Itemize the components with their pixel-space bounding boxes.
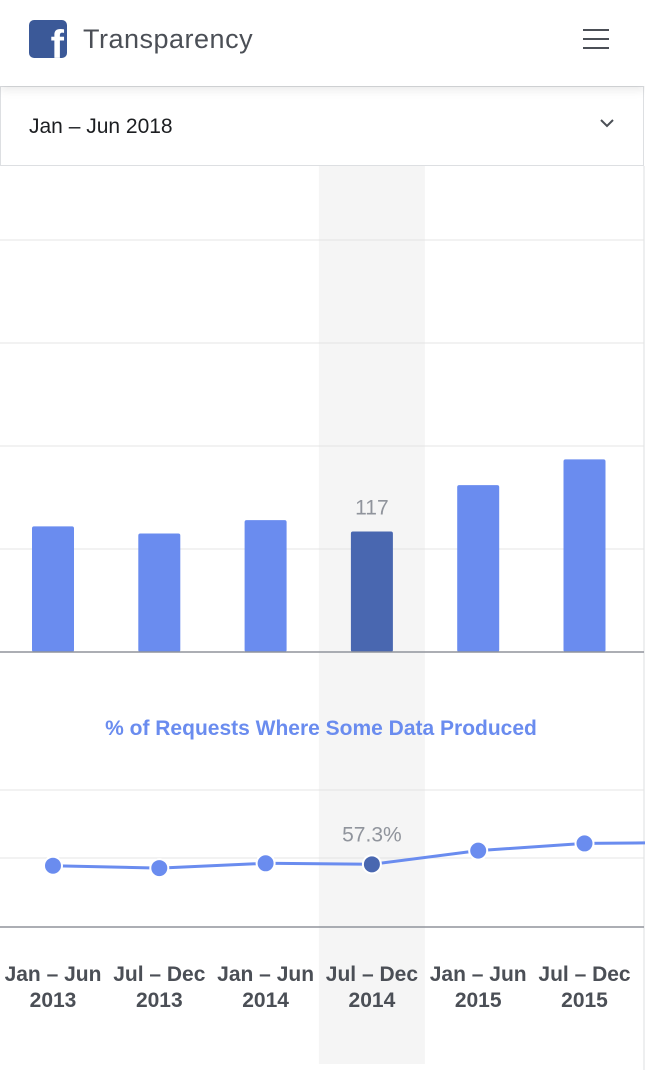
- x-tick-label-year: 2014: [349, 989, 396, 1012]
- bar[interactable]: [244, 520, 287, 652]
- bar[interactable]: [563, 459, 606, 652]
- line-value-label: 57.3%: [342, 823, 402, 846]
- x-tick-label-year: 2014: [242, 989, 289, 1012]
- period-selector[interactable]: Jan – Jun 2018: [0, 86, 644, 166]
- x-tick-label: Jul – Dec: [538, 963, 631, 986]
- line-point[interactable]: [149, 858, 170, 879]
- line-point[interactable]: [574, 833, 595, 854]
- facebook-logo-icon[interactable]: f: [29, 20, 67, 58]
- line-chart-title: % of Requests Where Some Data Produced: [105, 717, 537, 740]
- bar[interactable]: [138, 533, 181, 652]
- x-tick-label-year: 2015: [561, 989, 608, 1012]
- x-tick-label: Jul – Dec: [326, 963, 419, 986]
- x-tick-label: Jan – Jun: [430, 963, 527, 986]
- x-tick-label-year: 2013: [30, 989, 77, 1012]
- x-tick-label-year: 2013: [136, 989, 183, 1012]
- app-header: f Transparency: [0, 0, 645, 86]
- line-point[interactable]: [43, 855, 63, 876]
- facebook-logo-glyph: f: [50, 23, 64, 58]
- chevron-down-icon: [600, 119, 614, 128]
- line-point[interactable]: [468, 840, 489, 861]
- x-tick-label: Jan – Jun: [217, 963, 314, 986]
- line-point[interactable]: [255, 853, 276, 874]
- bar[interactable]: [32, 526, 74, 652]
- x-tick-label: Jan – Jun: [5, 963, 102, 986]
- app-title: Transparency: [83, 24, 254, 54]
- period-selector-value: Jan – Jun 2018: [29, 115, 173, 138]
- x-tick-label-year: 2015: [455, 989, 502, 1012]
- line-point[interactable]: [361, 854, 382, 875]
- bar-value-label: 117: [355, 496, 388, 519]
- bar[interactable]: [350, 531, 393, 652]
- x-tick-label: Jul – Dec: [113, 963, 206, 986]
- bar[interactable]: [457, 485, 500, 652]
- hamburger-icon[interactable]: [583, 27, 611, 51]
